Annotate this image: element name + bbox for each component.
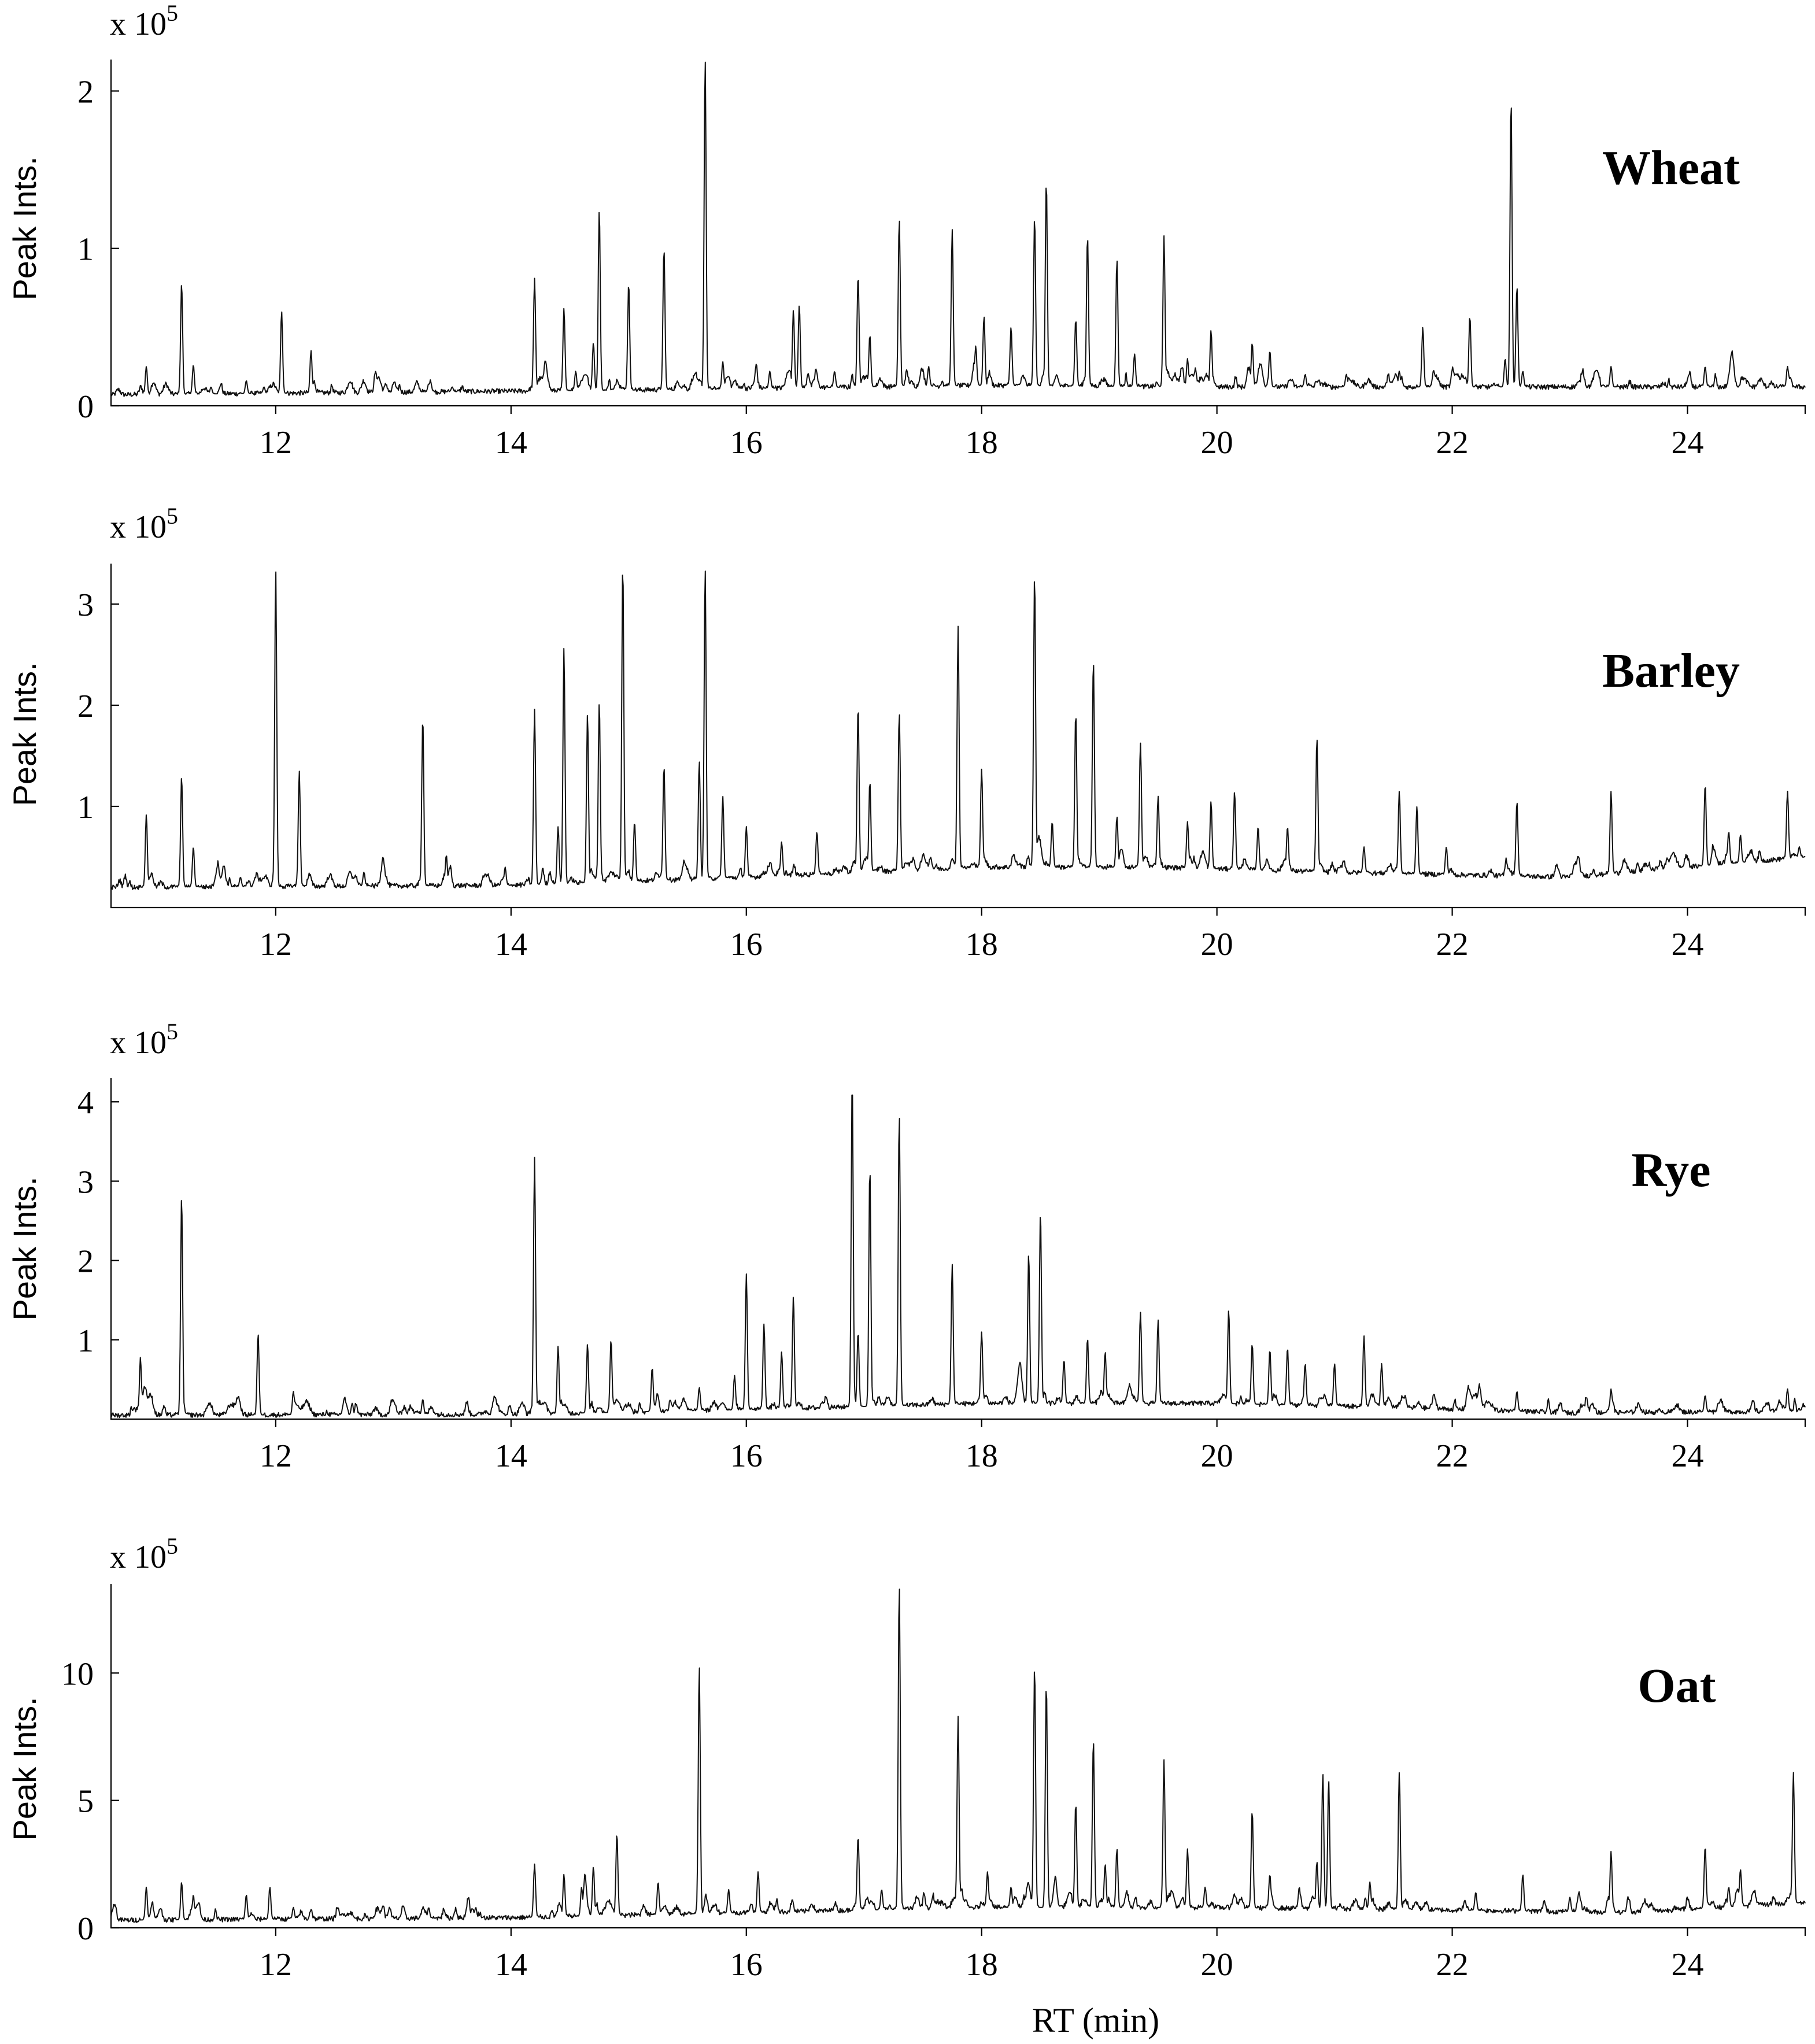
panel-barley-x-tick-label: 24 [1672, 927, 1704, 962]
panel-rye-x-tick-label: 22 [1436, 1438, 1469, 1474]
panel-oat-x-tick-label: 12 [260, 1947, 292, 1983]
panel-rye-trace [110, 1094, 1806, 1419]
panel-oat-y-ticks: 0 5 10 [61, 1656, 119, 1947]
panel-wheat-y-ticks: 0 1 2 [77, 74, 119, 425]
panel-oat-axes [110, 1584, 1806, 1936]
panel-rye-y-ticks: 1 2 3 4 [77, 1085, 119, 1359]
panel-rye-y-tick-label: 4 [77, 1085, 94, 1121]
panel-wheat-x-tick-label: 24 [1672, 425, 1704, 461]
panel-wheat-axes [110, 60, 1806, 414]
panel-barley-x-tick-label: 18 [966, 927, 998, 962]
panel-rye-x-tick-label: 14 [495, 1438, 527, 1474]
panel-wheat-trace [110, 61, 1806, 397]
panel-wheat-x-tick-label: 14 [495, 425, 527, 461]
panel-barley-x-tick-label: 12 [260, 927, 292, 962]
panel-oat-y-tick-label: 10 [61, 1656, 94, 1692]
panel-wheat-title: Wheat [1602, 141, 1740, 195]
panel-oat-y-axis-label: Peak Ints. [6, 1697, 43, 1841]
panel-oat-y-tick-label: 5 [77, 1784, 94, 1820]
panel-wheat-x-tick-label: 12 [260, 425, 292, 461]
panel-barley-y-tick-label: 1 [77, 790, 94, 825]
panel-rye-x-tick-label: 16 [730, 1438, 763, 1474]
panel-rye-axes [110, 1078, 1806, 1427]
panel-rye-y-axis-label: Peak Ints. [6, 1176, 43, 1320]
panel-rye-x-tick-label: 20 [1201, 1438, 1233, 1474]
panel-barley-y-axis-label: Peak Ints. [6, 662, 43, 806]
panel-rye-y-tick-label: 2 [77, 1244, 94, 1280]
panel-rye-x-tick-label: 24 [1672, 1438, 1704, 1474]
panel-rye-x-ticks: 12 14 16 18 20 22 24 [260, 1419, 1704, 1474]
panel-rye-scale-label: x 105 [110, 1019, 178, 1061]
panel-oat-x-tick-label: 16 [730, 1947, 763, 1983]
panel-wheat-scale-label: x 105 [110, 0, 178, 42]
panel-oat-x-tick-label: 24 [1672, 1947, 1704, 1983]
panel-rye-x-tick-label: 12 [260, 1438, 292, 1474]
panel-rye-y-tick-label: 1 [77, 1323, 94, 1359]
panel-oat-x-tick-label: 18 [966, 1947, 998, 1983]
panel-wheat-x-tick-label: 18 [966, 425, 998, 461]
panel-wheat: x 105 Peak Ints. Wheat 012 12 14 16 18 20 22 2… [6, 0, 1806, 461]
panel-wheat-y-tick-label: 2 [77, 74, 94, 110]
panel-wheat-x-tick-label: 20 [1201, 425, 1233, 461]
panel-wheat-y-tick-label: 0 [77, 389, 94, 425]
panel-barley: x 105 Peak Ints. Barley 123 12 14 16 18 20 22… [6, 503, 1806, 962]
panel-oat-x-tick-label: 20 [1201, 1947, 1233, 1983]
panel-wheat-x-tick-label: 22 [1436, 425, 1469, 461]
panel-barley-y-tick-label: 3 [77, 587, 94, 623]
panel-barley-x-tick-label: 22 [1436, 927, 1469, 962]
panel-barley-y-ticks: 1 2 3 [77, 587, 119, 825]
panel-barley-x-tick-label: 20 [1201, 927, 1233, 962]
panel-rye-x-tick-label: 18 [966, 1438, 998, 1474]
panel-barley-x-tick-label: 14 [495, 927, 527, 962]
panel-wheat-x-ticks: 12 14 16 18 20 22 24 [260, 406, 1704, 461]
panel-barley-x-ticks: 12 14 16 18 20 22 24 [260, 908, 1704, 962]
panel-wheat-y-tick-label: 1 [77, 232, 94, 268]
panel-rye-y-tick-label: 3 [77, 1164, 94, 1200]
panel-oat-scale-label: x 105 [110, 1533, 178, 1575]
panel-barley-scale-label: x 105 [110, 503, 178, 545]
panel-barley-trace [110, 571, 1806, 890]
x-axis-label: RT (min) [1032, 2001, 1159, 2039]
panel-oat-trace [110, 1588, 1806, 1923]
panel-oat-x-ticks: 12 14 16 18 20 22 24 [260, 1928, 1704, 1983]
panel-oat: x 105 Peak Ints. Oat 0 5 10 12 14 16 18 20 22 24 [6, 1533, 1806, 1983]
panel-oat-x-tick-label: 22 [1436, 1947, 1469, 1983]
panel-barley-y-tick-label: 2 [77, 688, 94, 724]
panel-barley-axes [110, 564, 1806, 916]
panel-wheat-x-tick-label: 16 [730, 425, 763, 461]
panel-wheat-y-axis-label: Peak Ints. [6, 156, 43, 300]
panel-oat-x-tick-label: 14 [495, 1947, 527, 1983]
panel-oat-y-tick-label: 0 [77, 1911, 94, 1947]
panel-barley-x-tick-label: 16 [730, 927, 763, 962]
panel-oat-title: Oat [1637, 1659, 1716, 1713]
panel-rye-title: Rye [1632, 1143, 1711, 1197]
panel-barley-title: Barley [1602, 644, 1740, 698]
